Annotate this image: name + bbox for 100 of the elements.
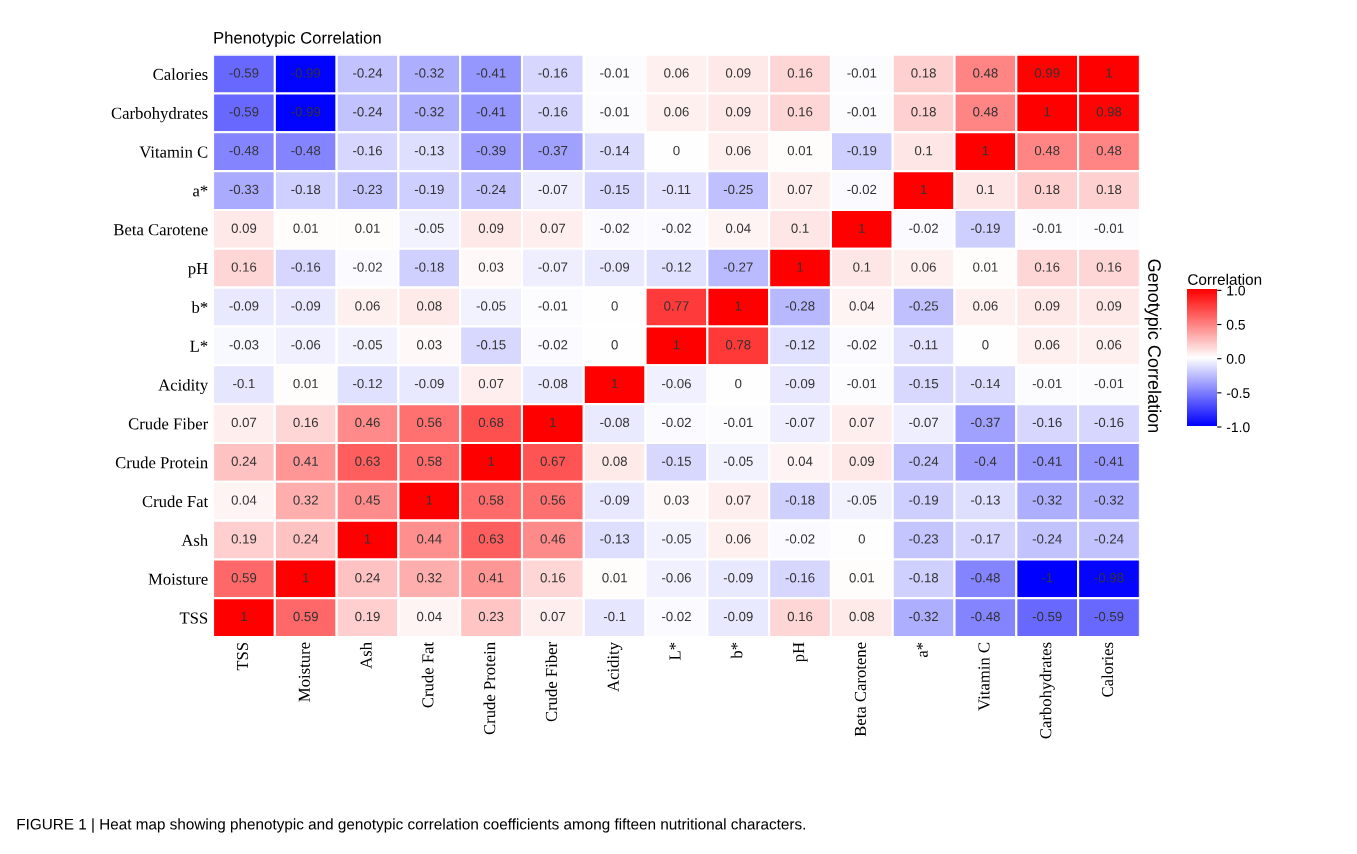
data-label: -0.02 [662, 611, 691, 622]
data-label: 0.09 [231, 223, 257, 233]
data-label: -0.07 [538, 262, 568, 272]
data-label: 0.48 [1096, 145, 1122, 156]
data-label: -0.01 [600, 107, 630, 117]
data-label: 0.04 [787, 456, 813, 466]
data-label: -0.16 [538, 68, 568, 78]
chart-title: Phenotypic Correlation [214, 31, 381, 47]
data-label: -0.08 [600, 417, 630, 428]
data-label: 0 [611, 340, 618, 350]
data-label: -0.17 [970, 534, 1000, 544]
data-label: -0.99 [291, 68, 321, 78]
data-label: -0.05 [847, 495, 877, 505]
x-tick-label: b* [730, 642, 743, 659]
data-label: -0.24 [1032, 534, 1062, 544]
data-label: -0.09 [291, 301, 321, 311]
data-label: 0.78 [725, 340, 751, 350]
data-label: -0.32 [909, 611, 938, 622]
data-label: -0.03 [229, 340, 259, 350]
data-label: -0.02 [785, 534, 815, 544]
data-label: 0.01 [849, 573, 875, 583]
data-label: -0.09 [723, 611, 753, 622]
data-label: -0.37 [970, 417, 1000, 428]
data-label: 0.68 [478, 417, 504, 428]
data-label: 0 [735, 378, 742, 389]
data-label: 0.01 [973, 262, 998, 272]
data-label: -0.09 [600, 262, 630, 272]
data-label: 0.01 [787, 145, 813, 156]
y-tick-label: TSS [179, 612, 208, 624]
x-tick-label: Beta Carotene [854, 642, 866, 737]
y-tick-label: Beta Carotene [113, 224, 208, 236]
data-label: 0.56 [540, 495, 566, 505]
data-label: -0.09 [785, 378, 815, 389]
data-label: -0.23 [353, 184, 382, 195]
data-label: -0.08 [538, 378, 568, 389]
data-label: 0.06 [725, 145, 751, 156]
data-label: 0.1 [791, 223, 809, 233]
data-label: 1 [612, 379, 618, 389]
data-label: -0.24 [909, 456, 939, 466]
data-label: -0.01 [1094, 223, 1124, 233]
data-label: -0.33 [229, 184, 259, 195]
data-label: -0.16 [1094, 417, 1124, 428]
data-label: 0.48 [1034, 145, 1060, 156]
data-label: -0.15 [476, 340, 506, 350]
data-label: 0.58 [416, 456, 442, 466]
data-label: 0.1 [853, 262, 871, 272]
data-label: -0.12 [353, 378, 382, 389]
data-label: -0.02 [662, 223, 691, 233]
data-label: 0.44 [416, 534, 442, 544]
data-label: 0.1 [976, 184, 994, 195]
data-label: -0.14 [600, 145, 630, 156]
data-label: 0.98 [1096, 107, 1122, 117]
data-label: 0.01 [293, 223, 318, 233]
data-label: -0.05 [353, 340, 383, 350]
x-tick-label: Calories [1101, 642, 1114, 697]
data-label: 1 [488, 456, 495, 466]
data-label: -0.09 [229, 301, 259, 311]
data-label: 0.32 [416, 573, 442, 583]
x-tick-label: Vitamin C [978, 642, 990, 711]
data-label: -0.1 [603, 611, 626, 622]
data-label: -0.41 [1094, 456, 1124, 466]
color-bar-label: 1.0 [1227, 285, 1246, 296]
data-label: -0.24 [1094, 534, 1124, 544]
data-label: -0.27 [723, 262, 753, 272]
data-label: 0.07 [849, 417, 875, 428]
y-tick-label: Ash [181, 534, 208, 546]
data-label: 1 [673, 340, 680, 350]
data-label: 0.07 [725, 495, 751, 505]
data-label: 0.09 [1034, 301, 1060, 311]
data-label: -0.24 [476, 184, 506, 195]
data-label: -0.15 [662, 456, 691, 466]
data-label: 0.77 [664, 301, 689, 311]
data-label: -0.02 [353, 262, 382, 272]
y-tick-label: a* [193, 185, 208, 197]
data-label: 0 [611, 301, 618, 311]
y-tick-label: pH [188, 263, 208, 278]
color-bar-label: 0.5 [1226, 319, 1245, 330]
data-label: 0.59 [293, 611, 318, 622]
data-label: -0.99 [291, 107, 321, 117]
y-tick-label: Calories [153, 68, 208, 81]
data-label: -0.41 [1032, 456, 1062, 466]
data-label: -0.59 [229, 68, 259, 78]
data-label: 0.04 [231, 495, 257, 505]
data-label: -0.32 [414, 107, 444, 117]
data-label: 0.48 [973, 68, 998, 78]
data-label: 0.01 [355, 223, 380, 233]
data-label: -0.12 [785, 340, 815, 350]
data-label: -0.05 [414, 223, 444, 233]
data-label: 0.18 [1096, 184, 1122, 195]
data-label: -0.13 [600, 534, 630, 544]
data-label: 0.63 [478, 534, 504, 544]
x-tick-label: Acidity [607, 642, 623, 692]
data-label: -0.12 [662, 262, 691, 272]
data-label: 0.24 [355, 573, 380, 583]
data-label: -0.09 [723, 573, 753, 583]
data-label: -0.32 [1032, 495, 1062, 505]
data-label: 0.63 [355, 456, 380, 466]
data-label: 0.03 [478, 262, 504, 272]
data-label: 0.18 [1034, 184, 1060, 195]
x-tick-label: Moisture [298, 642, 310, 702]
